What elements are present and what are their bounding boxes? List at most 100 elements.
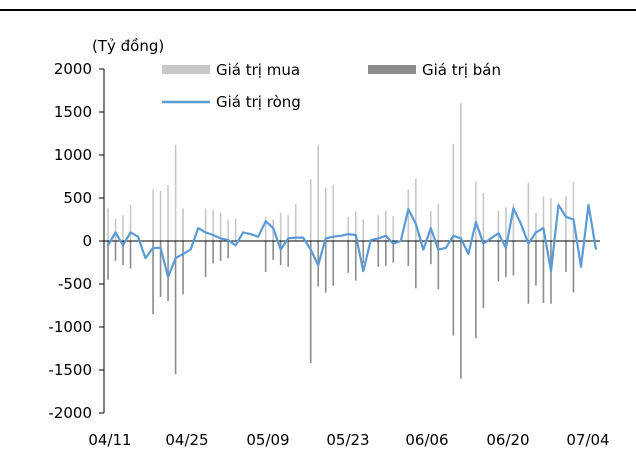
sell-bars <box>107 241 575 379</box>
buy-bar <box>377 215 380 241</box>
legend-buy-label: Giá trị mua <box>216 61 300 79</box>
buy-bar <box>452 143 455 241</box>
buy-bar <box>212 210 214 241</box>
buy-bar <box>542 196 545 241</box>
sell-bar <box>324 241 327 293</box>
x-tick-label: 04/25 <box>165 431 208 449</box>
buy-bar <box>482 192 485 241</box>
buy-bar <box>572 181 575 241</box>
buy-bar <box>219 212 222 241</box>
sell-bar <box>392 241 395 263</box>
sell-bar <box>437 241 440 290</box>
sell-bar <box>279 241 282 266</box>
buy-bar <box>279 212 282 241</box>
sell-bar <box>497 241 500 282</box>
buy-bar <box>152 189 154 241</box>
sell-bar <box>415 241 417 289</box>
y-tick-labels: 2000 1500 1000 500 0 -500 -1000 -1500 -2000 <box>48 60 92 422</box>
buy-bar <box>497 210 500 241</box>
buy-bar <box>174 144 177 241</box>
sell-bar <box>107 241 109 280</box>
x-tick-label: 06/20 <box>486 431 529 449</box>
sell-bar <box>212 241 214 264</box>
sell-bar <box>174 241 177 375</box>
buy-bar <box>565 196 567 241</box>
sell-bar <box>535 241 537 286</box>
sell-bar <box>542 241 545 303</box>
buy-bar <box>182 208 184 241</box>
sell-bar <box>565 241 567 272</box>
buy-bar <box>324 187 327 241</box>
buy-bar <box>309 179 312 241</box>
legend-sell-label: Giá trị bán <box>422 61 501 79</box>
sell-bar <box>347 241 350 273</box>
buy-bar <box>204 208 207 241</box>
x-tick-label: 07/04 <box>566 431 609 449</box>
buy-bar <box>437 204 440 241</box>
buy-bar <box>129 204 132 241</box>
sell-bar <box>452 241 455 336</box>
net-line-group <box>107 203 598 279</box>
buy-bar <box>392 216 395 241</box>
buy-bar <box>159 191 162 241</box>
sell-bar <box>362 241 365 264</box>
buy-bar <box>347 216 350 241</box>
buy-bar <box>475 181 477 241</box>
buy-bar <box>430 210 432 241</box>
sell-bar <box>475 241 477 339</box>
buy-bar <box>415 179 417 241</box>
sell-bar <box>505 241 507 278</box>
buy-bar <box>122 215 124 241</box>
buy-bar <box>227 219 229 241</box>
y-tick-label: 2000 <box>54 60 92 78</box>
buy-bar <box>512 204 515 241</box>
buy-bar <box>332 185 335 241</box>
sell-bar <box>114 241 117 261</box>
legend-net-label: Giá trị ròng <box>216 93 301 111</box>
y-tick-label: -2000 <box>48 404 92 422</box>
buy-bar <box>317 144 320 241</box>
sell-bar <box>572 241 575 293</box>
legend: Giá trị mua Giá trị bán Giá trị ròng <box>162 61 501 111</box>
x-tick-label: 04/11 <box>88 431 131 449</box>
sell-bar <box>167 241 169 302</box>
sell-bar <box>460 241 462 379</box>
buy-bar <box>234 218 237 241</box>
sell-bar <box>129 241 132 269</box>
buy-bar <box>384 210 387 241</box>
y-tick-label: -1500 <box>48 361 92 379</box>
sell-bar <box>527 241 530 304</box>
buy-bar <box>264 216 267 241</box>
x-tick-label: 05/09 <box>246 431 289 449</box>
sell-bar <box>550 241 552 304</box>
y-tick-label: 500 <box>63 189 92 207</box>
y-axis-unit-label: (Tỷ đồng) <box>92 37 164 55</box>
net-value-line <box>107 203 598 279</box>
sell-bar <box>354 241 357 281</box>
buy-bar <box>505 207 507 241</box>
x-tick-label: 05/23 <box>326 431 369 449</box>
buy-bar <box>535 212 537 241</box>
y-tick-label: 1500 <box>54 103 92 121</box>
buy-bar <box>527 182 530 241</box>
buy-bars <box>107 103 575 242</box>
sell-bar <box>182 241 184 295</box>
top-rule <box>0 9 636 11</box>
sell-bar <box>122 241 124 266</box>
sell-bar <box>309 241 312 364</box>
y-tick-label: -1000 <box>48 318 92 336</box>
sell-bar <box>287 241 289 267</box>
buy-bar <box>287 215 289 241</box>
y-tick-label: 0 <box>82 232 92 250</box>
sell-bar <box>152 241 154 315</box>
axes <box>99 68 600 414</box>
sell-bar <box>264 241 267 272</box>
sell-bar <box>430 241 432 265</box>
sell-bar <box>407 241 410 266</box>
sell-bar <box>512 241 515 276</box>
buy-bar <box>460 103 462 242</box>
x-tick-label: 06/06 <box>405 431 448 449</box>
buy-bar <box>167 185 169 241</box>
sell-bar <box>227 241 229 259</box>
